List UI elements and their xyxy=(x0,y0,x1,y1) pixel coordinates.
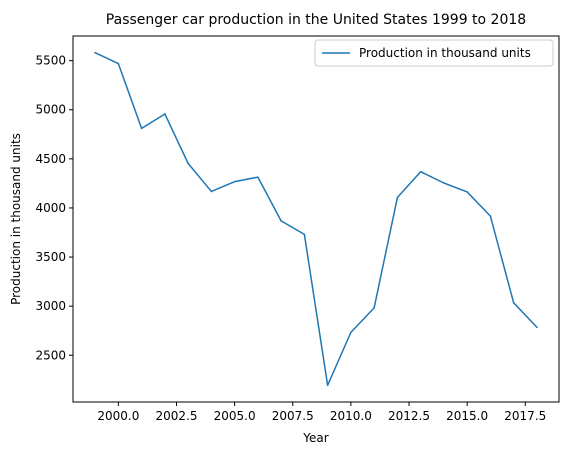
series-line xyxy=(94,52,538,387)
x-tick-label: 2015.0 xyxy=(446,409,488,423)
legend-label: Production in thousand units xyxy=(359,46,531,60)
y-tick-label: 4000 xyxy=(35,201,66,215)
y-axis-label: Production in thousand units xyxy=(9,133,23,305)
data-point xyxy=(512,302,515,304)
data-point xyxy=(489,215,492,217)
x-axis-label: Year xyxy=(302,431,328,445)
y-tick-label: 2500 xyxy=(35,348,66,362)
data-point xyxy=(350,331,352,334)
chart-title: Passenger car production in the United S… xyxy=(106,12,526,28)
y-tick-label: 5500 xyxy=(35,54,66,68)
data-point xyxy=(443,182,445,184)
x-tick-label: 2012.5 xyxy=(388,409,430,423)
plot-area xyxy=(72,35,560,403)
x-tick-label: 2017.5 xyxy=(504,409,546,423)
x-tick-label: 2002.5 xyxy=(155,409,197,423)
data-point xyxy=(140,127,143,130)
x-tick-label: 2000.0 xyxy=(97,409,139,423)
data-point xyxy=(233,180,236,183)
data-point xyxy=(419,170,422,173)
x-tick-label: 2007.5 xyxy=(272,409,314,423)
x-axis: 2000.0 2002.5 2005.0 2007.5 2010.0 2012.5 2015… xyxy=(97,402,546,423)
y-tick-label: 3000 xyxy=(35,299,66,313)
legend-box xyxy=(314,39,554,67)
legend: Production in thousand units xyxy=(314,39,554,67)
plot-frame xyxy=(72,35,560,403)
data-point xyxy=(280,220,282,222)
data-point xyxy=(94,51,96,54)
data-point xyxy=(373,307,375,309)
data-point xyxy=(536,326,538,329)
data-point xyxy=(396,196,399,199)
data-point xyxy=(187,162,189,165)
series-layer xyxy=(94,51,538,387)
data-point xyxy=(303,233,306,236)
data-point xyxy=(117,62,120,65)
x-tick-label: 2005.0 xyxy=(214,409,256,423)
y-axis: 2500 3000 3500 4000 4500 5000 5500 xyxy=(35,54,73,362)
data-point xyxy=(257,176,259,178)
x-tick-label: 2010.0 xyxy=(330,409,372,423)
y-tick-label: 4500 xyxy=(35,152,66,166)
y-tick-label: 5000 xyxy=(35,103,66,117)
y-tick-label: 3500 xyxy=(35,250,66,264)
data-point xyxy=(210,190,213,193)
data-point xyxy=(326,384,329,387)
data-point xyxy=(164,113,166,115)
data-point xyxy=(466,191,468,193)
